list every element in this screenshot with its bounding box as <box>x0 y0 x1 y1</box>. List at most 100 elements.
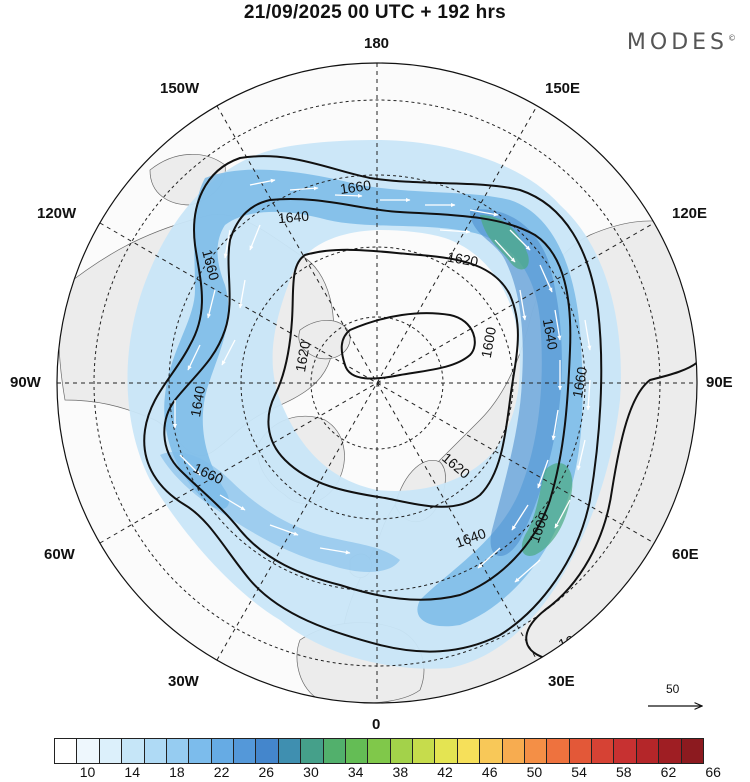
brand-logo: MODES© <box>627 30 736 55</box>
colorbar-tick-label: 22 <box>213 764 230 780</box>
colorbar-cell <box>55 739 78 763</box>
colorbar-tick-label: 26 <box>258 764 275 780</box>
lon-label-0: 0 <box>372 716 381 733</box>
meridian-150 <box>216 105 538 661</box>
wind-vector <box>586 379 591 411</box>
wind-speed-shading <box>127 140 621 669</box>
map-border <box>56 62 698 704</box>
jet-band-atlantic <box>160 451 400 572</box>
colorbar-cell <box>502 739 525 763</box>
wind-vector <box>537 459 549 489</box>
colorbar-cell <box>278 739 302 763</box>
wind-vector <box>289 186 319 191</box>
colorbar-cell <box>435 739 458 763</box>
wind-vector <box>187 344 201 371</box>
wind-vector <box>519 289 527 321</box>
wind-vector <box>554 309 562 341</box>
colorbar-cell <box>211 739 234 763</box>
colorbar-tick-label: 14 <box>124 764 140 780</box>
contour-label: 1660 <box>199 248 223 282</box>
wind-vector <box>249 178 276 186</box>
lon-label-150e: 150E <box>545 80 581 97</box>
map-title: 21/09/2025 00 UTC + 192 hrs <box>243 2 507 23</box>
wind-vector <box>179 454 201 476</box>
colorbar-cell <box>524 739 548 763</box>
wind-vector <box>219 494 246 511</box>
contour-1640 <box>163 198 572 601</box>
lon-label-90e: 90E <box>706 374 733 391</box>
colorbar-cell <box>636 739 660 763</box>
wind-vector <box>221 339 236 366</box>
contour-1620 <box>267 248 519 508</box>
colorbar-tick-label: 42 <box>437 764 453 780</box>
lon-label-120e: 120E <box>672 205 708 222</box>
wind-vectors <box>172 178 592 583</box>
colorbar-cell <box>390 739 413 763</box>
meridian-30 <box>216 105 538 661</box>
colorbar-cell <box>345 739 369 763</box>
brand-name: MODES <box>626 30 728 55</box>
wind-vector <box>539 264 553 293</box>
contour-label: 1640 <box>540 317 561 351</box>
colorbar-tick-label: 30 <box>303 764 319 780</box>
wind-vector <box>551 409 559 441</box>
colorbar-tick-label: 50 <box>526 764 543 780</box>
contour-label: 1640 <box>187 385 208 419</box>
wind-vector <box>514 559 541 583</box>
colorbar-cell <box>457 739 481 763</box>
contour-label: 1660 <box>569 365 590 399</box>
wind-vector <box>249 224 261 251</box>
colorbar-cell <box>301 739 324 763</box>
colorbar-cell <box>77 739 100 763</box>
colorbar-cell <box>189 739 212 763</box>
contour-label: 1620 <box>446 249 480 270</box>
colorbar-cell <box>614 739 637 763</box>
lon-label-60w: 60W <box>44 546 75 563</box>
contour-1660 <box>143 155 603 653</box>
polar-stereographic-map: 1660 1640 1620 1600 1620 1640 1660 1660 … <box>56 62 750 738</box>
meridian-60 <box>99 222 655 544</box>
wind-vector <box>469 209 499 217</box>
colorbar-cell <box>144 739 167 763</box>
reference-vector-label: 50 <box>666 682 680 696</box>
wind-vector <box>554 499 571 529</box>
colorbar-tick-label: 18 <box>169 764 185 780</box>
lon-label-180: 180 <box>364 35 390 52</box>
colorbar-cell <box>234 739 257 763</box>
wind-vector <box>511 504 529 531</box>
colorbar-cell <box>547 739 570 763</box>
wind-vector <box>439 229 471 234</box>
contour-label: 1600 <box>478 326 499 360</box>
lon-label-30w: 30W <box>168 673 199 690</box>
wind-vector <box>319 547 351 555</box>
wind-vector <box>269 524 299 536</box>
colorbar-tick-label: 66 <box>705 764 721 780</box>
colorbar-cell <box>659 739 682 763</box>
colorbar-cell <box>323 739 346 763</box>
wind-vector <box>206 289 216 319</box>
jet-max-green <box>480 215 573 556</box>
colorbar-cell <box>592 739 615 763</box>
brand-mark: © <box>728 33 736 43</box>
colorbar-cell <box>256 739 279 763</box>
colorbar-cell <box>99 739 123 763</box>
wind-vector <box>334 193 363 198</box>
colorbar-cell <box>681 739 703 763</box>
jet-band-core <box>164 169 583 627</box>
wind-vector <box>509 229 531 251</box>
colorbar-cell <box>368 739 391 763</box>
wind-vector <box>477 547 501 569</box>
lon-label-120w: 120W <box>37 205 77 222</box>
colorbar-cell <box>480 739 503 763</box>
land-arctic-islands <box>298 319 351 360</box>
colorbar-tick-label: 38 <box>392 764 409 780</box>
wind-vector <box>576 439 586 471</box>
colorbar-cell <box>413 739 436 763</box>
colorbar-tick-label: 46 <box>481 764 498 780</box>
wind-vector <box>223 229 231 259</box>
colorbar-tick-label: 58 <box>615 764 632 780</box>
colorbar-tick-label: 10 <box>79 764 96 780</box>
jet-max-pacific <box>470 209 562 557</box>
colorbar <box>54 738 704 764</box>
meridian-120 <box>99 222 655 544</box>
